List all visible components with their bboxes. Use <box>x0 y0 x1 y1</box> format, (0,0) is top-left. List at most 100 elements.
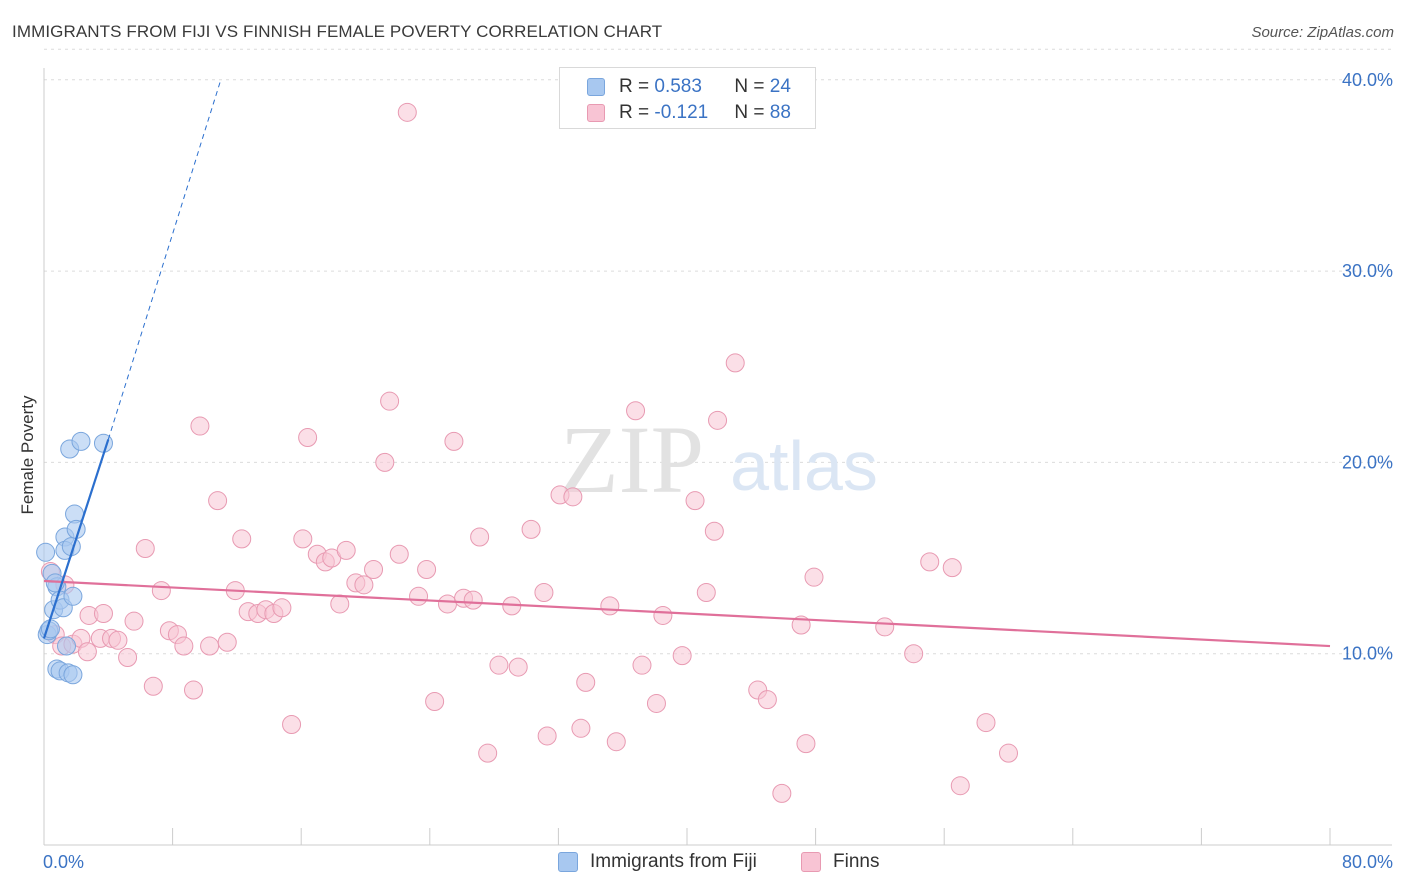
n-label: N = <box>734 76 770 97</box>
finns-point <box>804 567 824 587</box>
finns-point <box>653 605 673 625</box>
finns-point <box>417 560 437 580</box>
finns-point <box>174 636 194 656</box>
finns-point <box>875 617 895 637</box>
finns-point <box>364 560 384 580</box>
finns-point <box>478 743 498 763</box>
legend-swatch-finns <box>587 104 605 122</box>
watermark-zip: ZIP <box>560 406 704 513</box>
fiji-point <box>63 586 83 606</box>
fiji-point <box>93 433 113 453</box>
legend-swatch-finns <box>801 852 821 872</box>
finns-point <box>135 538 155 558</box>
finns-point <box>999 743 1018 763</box>
n-value: 24 <box>769 76 791 97</box>
finns-point <box>272 598 292 618</box>
finns-point <box>672 646 692 666</box>
finns-point <box>77 642 97 662</box>
finns-point <box>437 594 457 614</box>
finns-point <box>534 582 554 602</box>
finns-point <box>470 527 490 547</box>
finns-point <box>444 431 464 451</box>
y-tick-label: 20.0% <box>1342 452 1393 472</box>
finns-point <box>397 102 417 122</box>
y-tick-labels: 10.0% 20.0% 30.0% 40.0% <box>1342 70 1393 664</box>
fiji-point <box>36 542 56 562</box>
fiji-point <box>63 665 83 685</box>
finns-point <box>375 452 395 472</box>
finns-point <box>976 713 996 733</box>
legend-item-fiji[interactable]: Immigrants from Fiji <box>558 851 757 873</box>
finns-point <box>151 581 171 601</box>
finns-point <box>704 521 724 541</box>
r-label: R = <box>619 102 655 123</box>
r-value: -0.121 <box>654 102 709 123</box>
trend-lines <box>42 79 1331 648</box>
finns-point <box>425 692 445 712</box>
fiji-trend-extension <box>107 79 222 440</box>
n-value: 88 <box>769 102 791 123</box>
watermark: ZIP atlas <box>560 406 878 513</box>
finns-point <box>190 416 210 436</box>
finns-point <box>282 714 302 734</box>
finns-point <box>646 693 666 713</box>
x-tick-label-max: 80.0% <box>1341 852 1393 872</box>
y-tick-label: 40.0% <box>1342 70 1393 90</box>
finns-point <box>293 529 313 549</box>
finns-point <box>757 690 777 710</box>
source-label: Source: ZipAtlas.com <box>1251 24 1394 41</box>
finns-point <box>606 732 626 752</box>
finns-point <box>380 391 400 411</box>
finns-point <box>409 586 429 606</box>
finns-point <box>108 630 128 650</box>
finns-point <box>93 604 113 624</box>
r-label: R = <box>619 76 655 97</box>
finns-point <box>942 558 962 578</box>
y-tick-label: 30.0% <box>1342 261 1393 281</box>
gridlines <box>44 48 1392 655</box>
chart-title: IMMIGRANTS FROM FIJI VS FINNISH FEMALE P… <box>12 22 663 41</box>
legend-row-fiji: R = 0.583 N = 24 <box>560 74 791 100</box>
finns-point <box>489 655 509 675</box>
finns-point <box>626 401 646 421</box>
finns-trend-line <box>43 579 1331 648</box>
finns-point <box>563 487 583 507</box>
r-value: 0.583 <box>654 76 702 97</box>
finns-point <box>904 644 924 664</box>
finns-point <box>571 718 591 738</box>
finns-point <box>796 734 816 754</box>
legend-swatch-fiji <box>587 78 605 96</box>
correlation-legend: R = 0.583 N = 24 R = -0.121 N = 88 <box>559 67 816 129</box>
finns-point <box>600 596 620 616</box>
finns-point <box>537 726 557 746</box>
finns-point <box>200 636 220 656</box>
finns-point <box>521 519 541 539</box>
legend-label-fiji: Immigrants from Fiji <box>590 851 757 872</box>
finns-point <box>298 428 318 448</box>
legend-swatch-fiji <box>558 852 578 872</box>
axes <box>43 68 1392 846</box>
n-label: N = <box>734 102 770 123</box>
finns-point <box>118 648 138 668</box>
finns-point <box>508 657 528 677</box>
finns-point <box>330 594 350 614</box>
finns-point <box>950 776 970 796</box>
finns-point <box>389 544 409 564</box>
legend-item-finns[interactable]: Finns <box>801 851 879 873</box>
y-tick-label: 10.0% <box>1342 644 1393 664</box>
finns-point <box>183 680 203 700</box>
watermark-atlas: atlas <box>730 427 878 505</box>
series-legend: Immigrants from Fiji Finns <box>0 851 1406 877</box>
fiji-trend-line <box>42 439 110 639</box>
finns-point <box>632 655 652 675</box>
x-tick-label-min: 0.0% <box>43 852 85 872</box>
fiji-point <box>71 431 91 451</box>
finns-point <box>708 410 728 430</box>
finns-point <box>576 672 596 692</box>
finns-point <box>725 353 745 373</box>
finns-point <box>463 590 483 610</box>
legend-row-finns: R = -0.121 N = 88 <box>560 100 791 126</box>
finns-point <box>772 783 792 803</box>
finns-point <box>232 529 252 549</box>
finns-point <box>336 540 356 560</box>
